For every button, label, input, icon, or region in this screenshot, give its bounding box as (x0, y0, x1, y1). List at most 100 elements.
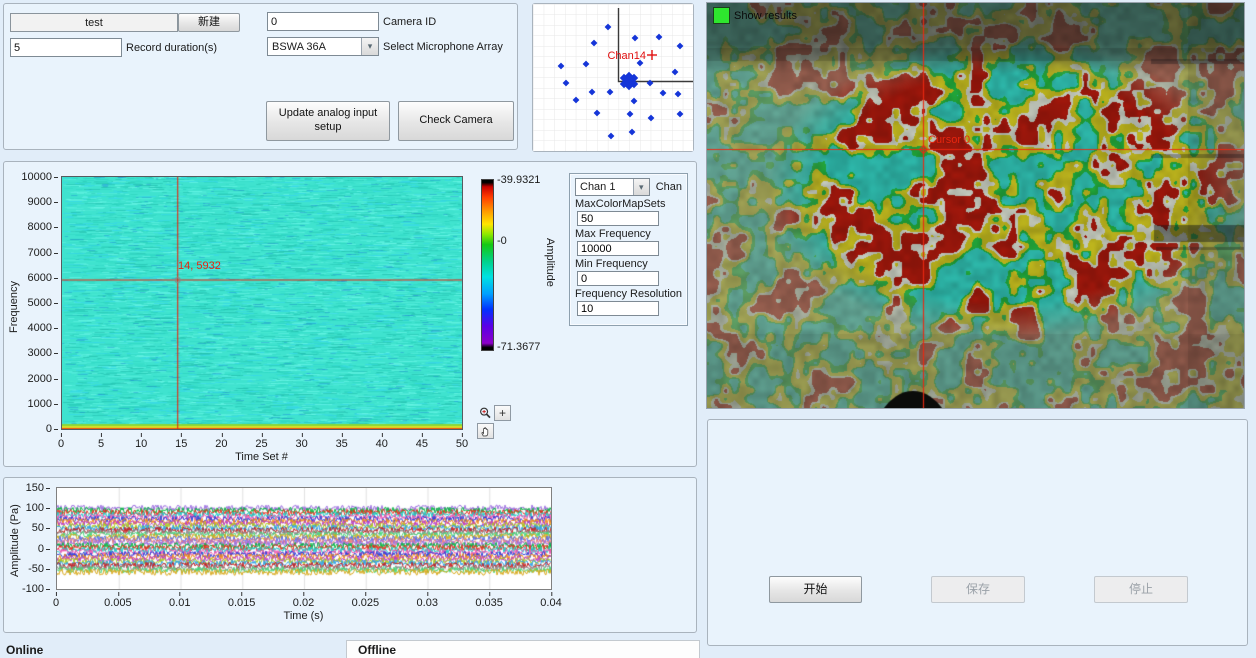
waveform-xticks: 0 0.005 0.01 0.015 0.02 0.025 0.03 0.035 0.04 (53, 592, 562, 609)
tick-label: 35 (335, 433, 348, 450)
microphone-array-dropdown[interactable]: BSWA 36A ▾ (267, 37, 379, 56)
tick-label: 9000 (27, 196, 59, 209)
spectrogram-panel: Frequency 10000 9000 8000 7000 6000 5000 4000 3… (3, 161, 697, 467)
tick-label: 7000 (27, 246, 59, 259)
tick-label: 0.015 (227, 592, 256, 609)
waveform-panel: Amplitude (Pa) 150 100 50 0 -50 -100 0 0.005 0.… (3, 477, 697, 633)
mic-point (630, 97, 638, 105)
tick-label: 5 (98, 433, 105, 450)
colorbar (481, 179, 494, 351)
tick-label: 5000 (27, 297, 59, 309)
zoom-tool-icon[interactable] (477, 405, 494, 421)
mic-point (676, 110, 684, 118)
colorbar-axis-label: Amplitude (544, 238, 556, 287)
mic-point (619, 73, 629, 83)
plot-grid (533, 4, 693, 151)
tick-label: 0 (57, 433, 65, 450)
cursor-tool-icon[interactable]: + (494, 405, 511, 421)
mic-point (557, 62, 565, 70)
tick-label: 0.035 (475, 592, 503, 609)
channel-dropdown-value: Chan 1 (580, 181, 616, 193)
waveform-xlabel: Time (s) (283, 610, 324, 622)
field-label: MaxColorMapSets (575, 198, 666, 210)
camera-view[interactable]: Show results Cursor 0 (706, 2, 1245, 409)
chan-cursor-cross-icon[interactable] (647, 50, 657, 60)
mic-point (646, 79, 654, 87)
mic-array-plot-panel[interactable]: Chan14 (532, 3, 694, 152)
field-label: Frequency Resolution (575, 288, 683, 300)
mic-array-plot[interactable]: Chan14 (533, 4, 693, 151)
offline-status-label: Offline (358, 643, 396, 657)
channel-dropdown[interactable]: Chan 1 ▾ (575, 178, 650, 196)
mic-point (674, 90, 682, 98)
tick-label: 0.04 (540, 592, 562, 609)
mic-point (606, 88, 614, 96)
project-name-field[interactable]: test (10, 13, 178, 32)
waveform-yticks: 150 100 50 0 -50 -100 (16, 482, 51, 595)
control-panel: 开始 保存 停止 (707, 419, 1248, 646)
tick-label: 0.02 (292, 592, 315, 609)
record-duration-input[interactable] (10, 38, 122, 57)
channel-dropdown-label: Chan (655, 181, 682, 193)
tick-label: 4000 (27, 322, 59, 335)
tick-label: 0.03 (416, 592, 438, 609)
mic-point (604, 23, 612, 31)
tick-label: 2000 (27, 372, 59, 385)
field-input[interactable] (577, 211, 659, 226)
spectrogram-xticks: 0 5 10 15 20 25 30 35 40 45 50 (57, 433, 468, 450)
tick-label: 25 (255, 433, 268, 450)
online-status-label: Online (6, 643, 44, 657)
field-input[interactable] (577, 271, 659, 286)
tick-label: 100 (25, 502, 51, 515)
spectrogram-canvas[interactable] (61, 176, 463, 430)
colorbar-min-label: -71.3677 (497, 341, 541, 353)
mic-point (624, 81, 634, 91)
mic-point (626, 110, 634, 118)
camera-id-input[interactable] (267, 12, 379, 31)
offline-status-bar: Offline (346, 640, 700, 658)
show-results-indicator[interactable] (713, 7, 730, 24)
pan-hand-icon[interactable] (477, 423, 494, 439)
tick-label: -100 (21, 583, 51, 595)
microphone-array-label: Select Microphone Array (383, 41, 503, 53)
save-button[interactable]: 保存 (931, 576, 1025, 603)
camera-cursor-label[interactable]: Cursor 0 (928, 134, 971, 146)
tick-label: 8000 (27, 221, 59, 234)
mic-point (629, 73, 639, 83)
field-label: Min Frequency (575, 258, 648, 270)
tick-label: 0 (37, 542, 51, 555)
spectrogram-cursor-label[interactable]: 14, 5932 (178, 260, 221, 272)
array-axes (617, 8, 693, 83)
mic-point (572, 96, 580, 104)
chevron-down-icon[interactable]: ▾ (361, 38, 378, 55)
tick-label: 6000 (27, 271, 59, 284)
channel-controls-box: Chan 1 ▾ Chan MaxColorMapSets Max Frequen… (569, 173, 688, 326)
spectrogram-yticks: 10000 9000 8000 7000 6000 5000 4000 3000 2000 100… (18, 171, 59, 435)
tick-label: 30 (295, 433, 308, 450)
field-input[interactable] (577, 241, 659, 256)
mic-point (588, 88, 596, 96)
mic-point (624, 71, 634, 81)
tick-label: 10000 (21, 171, 58, 183)
tick-label: 0 (45, 423, 59, 435)
new-button[interactable]: 新建 (178, 13, 240, 32)
colorbar-max-label: -39.9321 (497, 174, 541, 186)
field-label: Max Frequency (575, 228, 651, 240)
tick-label: 20 (215, 433, 228, 450)
mic-point (619, 79, 629, 89)
chevron-down-icon[interactable]: ▾ (632, 179, 649, 195)
colorbar-mid-label: -0 (497, 235, 507, 247)
tick-label: 45 (415, 433, 429, 450)
tick-label: 150 (25, 482, 51, 494)
beamform-image-canvas[interactable] (707, 3, 1244, 408)
field-input[interactable] (577, 301, 659, 316)
stop-button[interactable]: 停止 (1094, 576, 1188, 603)
frequency-settings-fields: MaxColorMapSets Max Frequency Min Frequenc… (575, 198, 682, 316)
start-button[interactable]: 开始 (769, 576, 862, 603)
tick-label: 0.025 (351, 592, 380, 609)
camera-id-label: Camera ID (383, 16, 437, 28)
update-analog-input-button[interactable]: Update analog input setup (266, 101, 390, 141)
waveform-canvas[interactable] (56, 487, 552, 590)
mic-point (671, 68, 679, 76)
check-camera-button[interactable]: Check Camera (398, 101, 514, 141)
